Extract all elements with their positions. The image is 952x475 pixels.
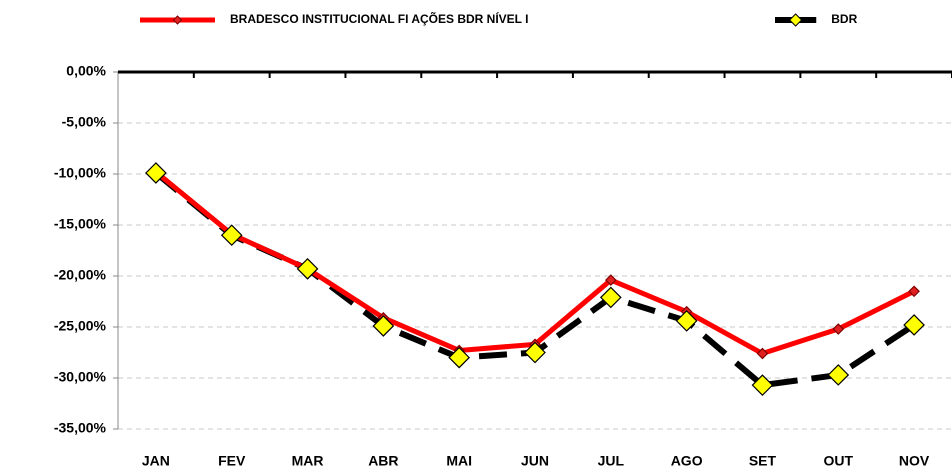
y-tick-label: -30,00% (54, 369, 107, 385)
y-tick-label: -5,00% (62, 114, 107, 130)
x-tick-label: JUL (598, 453, 625, 469)
data-point (675, 310, 698, 332)
data-point (604, 274, 617, 286)
y-tick-label: -25,00% (54, 318, 107, 334)
data-point (296, 258, 319, 280)
data-point (448, 346, 471, 369)
data-point (524, 341, 546, 364)
y-tick-label: -15,00% (54, 216, 107, 232)
data-point (220, 224, 243, 247)
legend-marker (172, 15, 183, 25)
x-tick-label: MAR (292, 453, 324, 469)
data-point (827, 364, 850, 386)
y-tick-label: -20,00% (54, 267, 107, 283)
data-point (145, 162, 167, 184)
x-tick-label: SET (749, 453, 777, 469)
y-tick-label: -10,00% (54, 165, 107, 181)
data-point (908, 285, 920, 298)
data-point (751, 374, 774, 396)
x-tick-label: FEV (218, 453, 246, 469)
x-tick-label: JUN (521, 453, 549, 469)
legend-marker (788, 13, 803, 27)
x-tick-label: OUT (823, 453, 853, 469)
data-point (372, 315, 395, 337)
data-point (832, 323, 845, 335)
data-point (756, 347, 769, 360)
legend-label: BDR (831, 12, 857, 26)
data-point (903, 314, 925, 336)
x-tick-label: ABR (368, 453, 398, 469)
x-tick-label: JAN (142, 453, 170, 469)
x-tick-label: MAI (446, 453, 472, 469)
legend-label: BRADESCO INSTITUCIONAL FI AÇÕES BDR NÍVE… (230, 11, 528, 26)
y-tick-label: 0,00% (66, 63, 106, 79)
data-point (599, 286, 622, 309)
series-line (154, 170, 916, 357)
y-tick-label: -35,00% (54, 420, 107, 436)
x-tick-label: NOV (899, 453, 930, 469)
x-tick-label: AGO (671, 453, 703, 469)
